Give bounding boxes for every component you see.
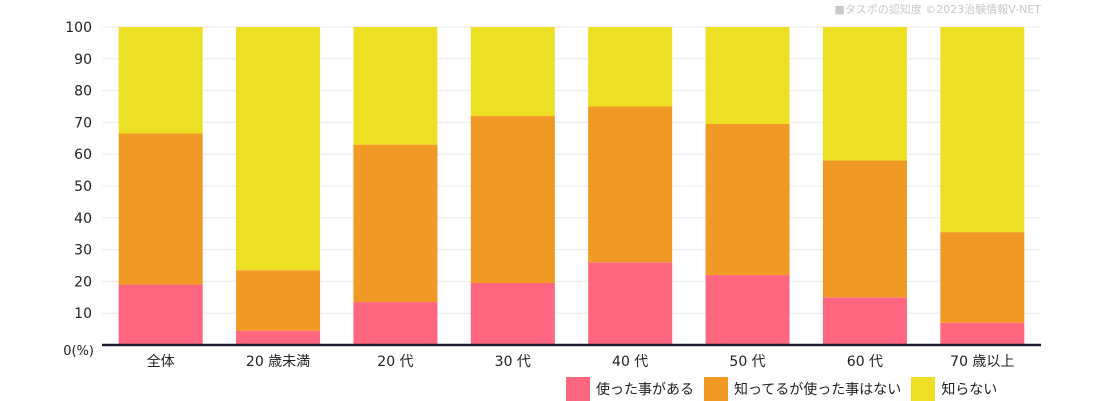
bar-segment-1 — [353, 302, 438, 345]
bar-segment-2 — [470, 116, 555, 283]
x-tick-label: 20 歳未満 — [246, 354, 310, 370]
y-tick-label: 100 — [65, 20, 92, 36]
y-tick-label: 50 — [74, 179, 92, 195]
y-tick-label: 70 — [74, 115, 92, 131]
bar-segment-3 — [705, 27, 790, 124]
bar-segment-1 — [470, 282, 555, 345]
y-zero-unit-label: 0(%) — [63, 344, 94, 359]
legend-item-unknown: 知らない — [911, 377, 997, 401]
y-tick-label: 80 — [74, 84, 92, 100]
bar-segment-3 — [940, 27, 1025, 233]
stacked-bar-chart: 100 90 80 70 60 50 40 30 20 10 0(%) 全体 20 歳未満 20 代 30 … — [63, 20, 1041, 370]
legend-item-known-not-used: 知ってるが使った事はない — [704, 377, 901, 401]
legend: 使った事がある 知ってるが使った事はない 知らない — [566, 377, 1007, 401]
bar-segment-1 — [705, 275, 790, 345]
legend-label-unknown: 知らない — [941, 382, 998, 398]
legend-swatch-used — [566, 377, 590, 401]
bar-segment-2 — [940, 232, 1025, 323]
copyright-credit: ■タスポの認知度 ©2023治験情報V-NET — [834, 3, 1041, 16]
bar-segment-1 — [118, 284, 203, 345]
bar-segment-3 — [236, 27, 321, 271]
legend-label-used: 使った事がある — [596, 382, 694, 398]
y-tick-label: 30 — [74, 243, 92, 259]
y-tick-label: 20 — [74, 274, 92, 290]
bar-segment-1 — [940, 322, 1025, 345]
x-tick-label: 70 歳以上 — [950, 354, 1014, 370]
bar-segment-3 — [588, 27, 673, 107]
legend-swatch-known-not-used — [704, 377, 728, 401]
x-tick-label: 60 代 — [847, 354, 883, 370]
x-tick-label: 30 代 — [495, 354, 531, 370]
legend-label-known-not-used: 知ってるが使った事はない — [734, 382, 902, 398]
y-tick-label: 60 — [74, 147, 92, 163]
legend-item-used: 使った事がある — [566, 377, 694, 401]
bar-segment-3 — [470, 27, 555, 117]
bar-segment-3 — [822, 27, 907, 161]
bar-segment-1 — [822, 297, 907, 345]
bar-segment-1 — [236, 330, 321, 345]
y-tick-label: 10 — [74, 306, 92, 322]
y-tick-label: 40 — [74, 211, 92, 227]
bar-segment-2 — [236, 270, 321, 331]
bar-segment-2 — [118, 133, 203, 285]
x-tick-label: 40 代 — [612, 354, 648, 370]
bar-segment-1 — [588, 262, 673, 345]
y-tick-label: 90 — [74, 52, 92, 68]
x-tick-label: 全体 — [147, 353, 175, 370]
bar-segment-2 — [822, 160, 907, 298]
bar-segment-2 — [588, 106, 673, 263]
bar-segment-2 — [705, 123, 790, 276]
x-tick-label: 50 代 — [729, 354, 765, 370]
bar-segment-3 — [118, 27, 203, 134]
legend-swatch-unknown — [911, 377, 936, 401]
bar-segment-3 — [353, 27, 438, 145]
x-tick-label: 20 代 — [377, 354, 413, 370]
bar-segment-2 — [353, 144, 438, 303]
